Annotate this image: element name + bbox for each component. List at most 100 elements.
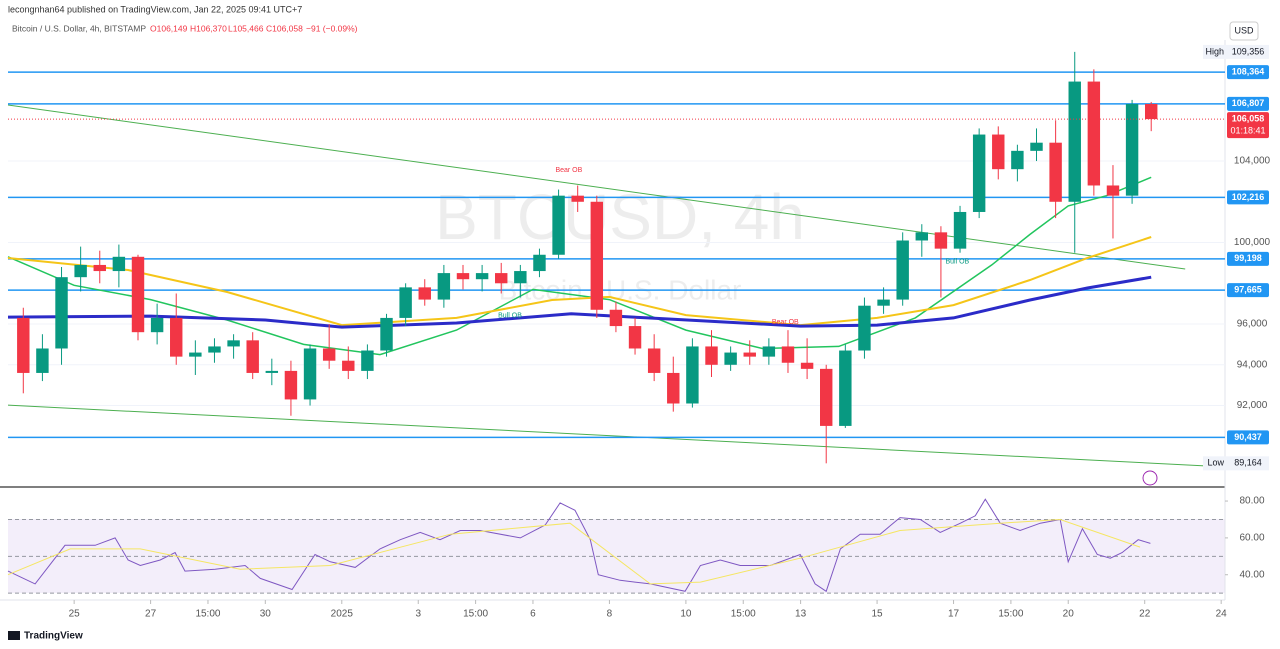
- trendline: [7, 404, 1210, 467]
- watermark: BTCUSD, 4h: [435, 181, 805, 253]
- candle-body: [839, 350, 852, 426]
- candle-body: [418, 287, 431, 300]
- candle-body: [992, 134, 1005, 170]
- ohlc-open: O106,149: [150, 23, 188, 33]
- candle-body: [361, 350, 374, 371]
- candle-body: [1068, 81, 1081, 202]
- y-tick-label: 104,000: [1234, 156, 1271, 167]
- candle-body: [705, 346, 718, 365]
- candle-body: [265, 370, 279, 373]
- candle-body: [953, 211, 967, 249]
- candle-body: [437, 273, 451, 300]
- candle-body: [170, 317, 183, 357]
- level-label: 106,807: [1232, 98, 1265, 108]
- level-tag: [1227, 190, 1269, 205]
- candle-body: [552, 195, 565, 255]
- x-tick-label: 27: [145, 609, 157, 620]
- candle-body: [1030, 142, 1043, 151]
- brand: TradingView: [24, 631, 83, 642]
- rsi-line: [7, 518, 1141, 585]
- candle-body: [189, 352, 202, 357]
- candle-body: [17, 317, 30, 373]
- candle-body: [609, 309, 623, 327]
- candle-body: [571, 195, 584, 202]
- x-tick-label: 6: [530, 609, 536, 620]
- candle-body: [896, 240, 909, 300]
- x-tick-label: 15: [872, 609, 884, 620]
- candle-body: [1049, 142, 1062, 202]
- low-label: 89,164: [1234, 458, 1262, 468]
- rsi-tick-label: 40.00: [1239, 569, 1264, 580]
- candle-body: [590, 201, 604, 310]
- annotation: Bull OB: [945, 259, 969, 266]
- candle-body: [303, 348, 317, 400]
- level-label: 102,216: [1232, 192, 1265, 202]
- rsi-line: [7, 498, 1151, 593]
- symbol: Bitcoin / U.S. Dollar, 4h, BITSTAMP: [12, 23, 146, 33]
- x-tick-label: 15:00: [463, 609, 488, 620]
- currency[interactable]: USD: [1234, 25, 1254, 35]
- candle-body: [55, 277, 68, 349]
- x-tick-label: 15:00: [998, 609, 1023, 620]
- moving-average: [7, 176, 1152, 356]
- candle-body: [1125, 103, 1139, 196]
- x-tick-label: 20: [1063, 609, 1075, 620]
- candle-body: [762, 346, 776, 357]
- candle-body: [495, 273, 508, 284]
- y-tick-label: 100,000: [1234, 237, 1271, 248]
- rsi-band: [8, 519, 1225, 593]
- rsi-tick-label: 80.00: [1239, 496, 1264, 507]
- annotation: Bear OB: [772, 319, 799, 326]
- x-tick-label: 10: [680, 609, 692, 620]
- countdown: 01:18:41: [1230, 125, 1265, 135]
- x-tick-label: 3: [415, 609, 421, 620]
- candle-body: [74, 264, 87, 278]
- low-tag: [1203, 456, 1269, 471]
- ohlc-low: L105,466: [228, 23, 264, 33]
- x-tick-label: 15:00: [731, 609, 756, 620]
- candle-body: [800, 362, 814, 369]
- candle-body: [93, 264, 106, 272]
- candle-body: [1087, 81, 1101, 186]
- level-tag: [1227, 65, 1269, 80]
- high-tag: [1203, 44, 1269, 59]
- ohlc-high: H106,370: [190, 23, 227, 33]
- x-tick-label: 17: [948, 609, 960, 620]
- candle-body: [514, 271, 527, 284]
- candle-body: [131, 256, 145, 333]
- candle-body: [533, 254, 546, 272]
- annotation: Bull OB: [498, 313, 522, 320]
- level-label: 99,198: [1234, 253, 1262, 263]
- candle-body: [915, 232, 929, 241]
- x-tick-label: 8: [607, 609, 613, 620]
- change: −91 (−0.09%): [306, 23, 358, 33]
- annotation: Bear OB: [555, 167, 582, 174]
- ohlc-close: C106,058: [266, 23, 303, 33]
- moving-average: [7, 275, 1152, 329]
- publisher: lecongnhan64 published on TradingView.co…: [8, 4, 302, 14]
- brand-logo: [8, 631, 20, 640]
- candle-body: [877, 299, 890, 306]
- level-tag: [1227, 251, 1269, 266]
- x-tick-label: 13: [795, 609, 807, 620]
- level-label: 90,437: [1234, 432, 1262, 442]
- alert-icon[interactable]: [1142, 470, 1158, 486]
- candle-body: [380, 317, 393, 351]
- candle-body: [36, 348, 49, 373]
- candle-body: [1106, 185, 1120, 196]
- candle-body: [112, 256, 126, 272]
- x-tick-label: 22: [1139, 609, 1151, 620]
- candle-body: [227, 340, 240, 347]
- candle-body: [1144, 103, 1158, 120]
- y-tick-label: 94,000: [1237, 359, 1268, 370]
- moving-average: [7, 236, 1152, 327]
- x-tick-label: 15:00: [195, 609, 220, 620]
- y-tick-label: 92,000: [1237, 400, 1268, 411]
- level-tag: [1227, 283, 1269, 298]
- candle-body: [934, 232, 948, 249]
- y-tick-label: 96,000: [1237, 319, 1268, 330]
- currency-button[interactable]: [1229, 21, 1259, 41]
- x-tick-label: 2025: [331, 609, 354, 620]
- candle-body: [475, 273, 489, 280]
